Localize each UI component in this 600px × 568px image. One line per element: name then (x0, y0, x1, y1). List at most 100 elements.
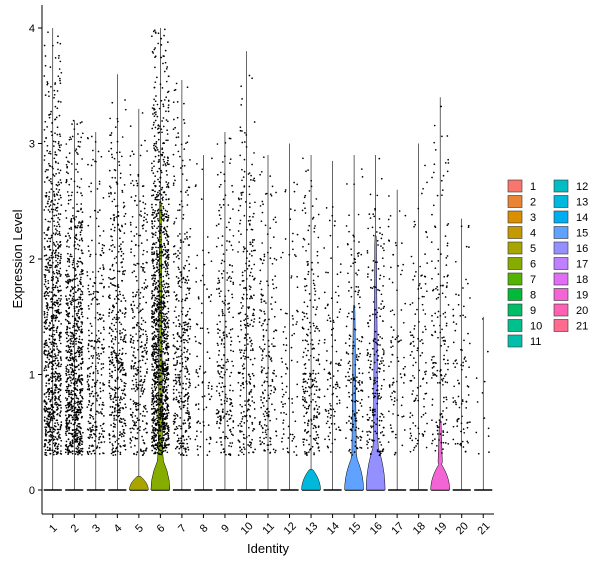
legend-swatch-9 (507, 303, 523, 317)
legend-label-10: 10 (530, 321, 542, 333)
x-tick-label-2: 2 (69, 522, 82, 535)
violin-points-2 (64, 119, 84, 456)
violin-body-19 (430, 420, 450, 491)
legend-item-15: 15 (553, 226, 588, 240)
x-tick-label-7: 7 (176, 522, 189, 535)
x-tick-label-4: 4 (112, 522, 125, 535)
legend-swatch-17 (553, 257, 569, 270)
legend-swatch-1 (507, 179, 523, 193)
legend-item-19: 19 (553, 288, 588, 302)
legend-label-16: 16 (576, 243, 588, 255)
legend-swatch-20 (553, 303, 569, 317)
legend-item-14: 14 (553, 210, 588, 224)
violin-points-10 (237, 74, 256, 456)
legend-swatch-5 (507, 241, 523, 255)
legend-swatch-12 (553, 179, 569, 193)
legend-swatch-18 (553, 272, 569, 286)
legend-swatch-10 (507, 319, 523, 332)
x-axis-title: Identity (247, 541, 289, 556)
violin-points-16 (366, 157, 386, 457)
y-tick-label-0: 0 (29, 485, 35, 497)
legend-item-9: 9 (507, 303, 536, 317)
violin-group-16 (365, 155, 386, 491)
violin-points-19 (430, 105, 450, 454)
violin-points-3 (86, 135, 106, 456)
legend-swatch-13 (553, 195, 569, 208)
violin-group-3 (86, 131, 106, 491)
legend-swatch-14 (553, 210, 569, 224)
violin-points-7 (172, 82, 192, 457)
x-tick-label-1: 1 (47, 522, 60, 535)
x-tick-label-9: 9 (219, 522, 232, 535)
legend-label-20: 20 (576, 305, 588, 317)
y-tick-label-4: 4 (29, 23, 35, 35)
x-tick-label-14: 14 (325, 520, 342, 537)
violin-points-11 (258, 156, 278, 454)
legend-label-6: 6 (530, 259, 536, 271)
legend-item-21: 21 (553, 319, 588, 333)
legend-item-3: 3 (507, 210, 536, 224)
legend-swatch-21 (553, 319, 569, 332)
legend-label-17: 17 (576, 259, 588, 271)
violin-group-11 (258, 155, 278, 491)
violin-group-8 (194, 155, 213, 491)
legend-item-20: 20 (553, 303, 588, 317)
x-axis: 1 2 3 4 5 6 7 8 9 10 11 12 13 14 15 16 17 18 19 20 21 (42, 513, 494, 537)
legend-label-5: 5 (530, 243, 536, 255)
violin-group-4 (107, 74, 127, 491)
legend-label-15: 15 (576, 228, 588, 240)
legend-label-14: 14 (576, 212, 588, 224)
legend-item-12: 12 (553, 179, 588, 193)
violin-group-12 (280, 143, 299, 491)
violin-group-2 (64, 119, 84, 491)
violin-group-21 (474, 316, 493, 491)
y-axis-title: Expression Level (10, 209, 25, 308)
legend-label-19: 19 (576, 290, 588, 302)
violin-group-10 (237, 51, 256, 491)
legend-swatch-2 (507, 195, 523, 208)
legend-swatch-3 (507, 210, 523, 224)
legend-item-17: 17 (553, 257, 588, 271)
violin-group-19 (430, 97, 450, 491)
legend-label-18: 18 (576, 274, 588, 286)
legend-item-11: 11 (507, 334, 541, 348)
legend-label-7: 7 (530, 274, 536, 286)
legend-swatch-4 (507, 226, 523, 239)
violin-points-21 (475, 318, 490, 455)
violin-group-13 (301, 155, 321, 491)
violin-group-9 (215, 131, 235, 491)
x-tick-label-15: 15 (346, 520, 363, 537)
violin-points-13 (301, 157, 321, 457)
violin-body-5 (129, 475, 149, 491)
legend-item-13: 13 (553, 195, 588, 209)
x-tick-label-8: 8 (198, 522, 211, 535)
legend-swatch-15 (553, 226, 569, 239)
legend-label-4: 4 (530, 228, 536, 240)
legend-swatch-7 (507, 272, 523, 286)
legend-label-3: 3 (530, 212, 536, 224)
x-tick-label-13: 13 (303, 520, 320, 537)
legend-item-6: 6 (507, 257, 536, 271)
x-tick-label-10: 10 (239, 520, 256, 537)
violin-group-1 (43, 28, 63, 491)
legend-label-11: 11 (530, 336, 541, 348)
y-tick-label-2: 2 (29, 254, 35, 266)
x-tick-label-16: 16 (368, 520, 385, 537)
violin-body-15 (344, 304, 364, 491)
legend-swatch-16 (553, 241, 569, 255)
violin-points-4 (107, 99, 127, 457)
legend-item-4: 4 (507, 226, 536, 240)
x-tick-label-21: 21 (475, 520, 492, 537)
y-tick-label-3: 3 (29, 139, 35, 151)
violin-group-18 (409, 143, 429, 491)
violin-body-16 (365, 235, 386, 491)
x-tick-label-12: 12 (282, 520, 299, 537)
violin-points-6 (150, 28, 170, 456)
legend-label-2: 2 (530, 197, 536, 209)
legend-item-16: 16 (553, 241, 588, 255)
violin-group-7 (172, 79, 192, 491)
legend-item-2: 2 (507, 195, 536, 209)
legend-item-10: 10 (507, 319, 542, 333)
